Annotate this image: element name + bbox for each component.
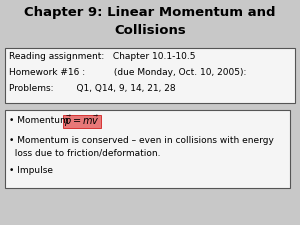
Text: Reading assignment:   Chapter 10.1-10.5: Reading assignment: Chapter 10.1-10.5 bbox=[9, 52, 196, 61]
Text: $\vec{p} = m\vec{v}$: $\vec{p} = m\vec{v}$ bbox=[64, 114, 100, 129]
Text: • Impulse: • Impulse bbox=[9, 166, 53, 175]
Bar bbox=[63, 115, 101, 128]
Bar bbox=[5, 48, 295, 103]
Text: Homework #16 :          (due Monday, Oct. 10, 2005):: Homework #16 : (due Monday, Oct. 10, 200… bbox=[9, 68, 246, 77]
Text: Problems:        Q1, Q14, 9, 14, 21, 28: Problems: Q1, Q14, 9, 14, 21, 28 bbox=[9, 84, 175, 93]
Text: Chapter 9: Linear Momentum and: Chapter 9: Linear Momentum and bbox=[24, 6, 276, 19]
Text: • Momentum: • Momentum bbox=[9, 116, 74, 125]
Text: • Momentum is conserved – even in collisions with energy: • Momentum is conserved – even in collis… bbox=[9, 136, 274, 145]
Bar bbox=[5, 110, 290, 188]
Text: loss due to friction/deformation.: loss due to friction/deformation. bbox=[9, 149, 160, 158]
Text: Collisions: Collisions bbox=[114, 24, 186, 37]
